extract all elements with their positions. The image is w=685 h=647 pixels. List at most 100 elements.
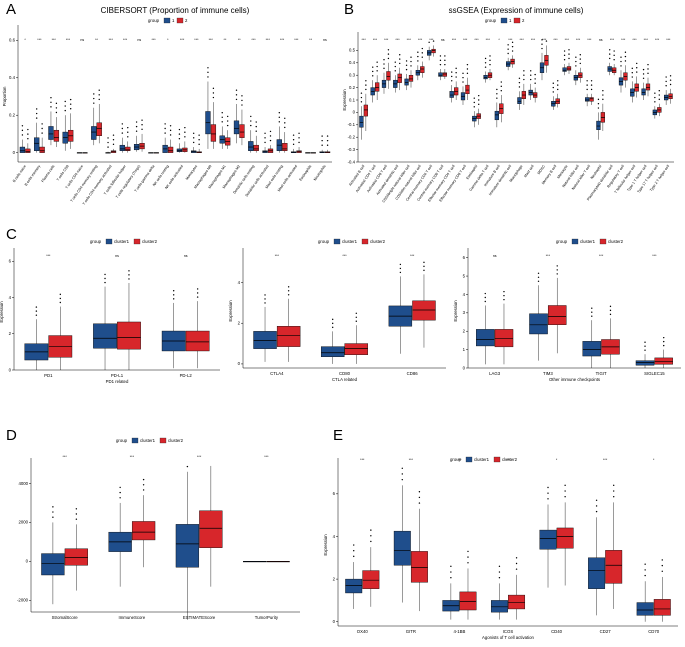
outlier-point [135, 125, 138, 128]
outlier-point [75, 513, 78, 515]
outlier-point [439, 55, 442, 57]
outlier-point [321, 139, 323, 142]
box-2 [25, 148, 31, 153]
outlier-point [198, 143, 200, 146]
category-label: CD27 [600, 629, 612, 634]
outlier-point [418, 502, 421, 504]
outlier-point [575, 60, 577, 63]
outlier-point [568, 53, 570, 55]
outlier-point [75, 518, 78, 520]
legend-swatch-2 [159, 437, 167, 444]
outlier-point [372, 70, 374, 73]
outlier-point [609, 53, 611, 55]
outlier-point [467, 550, 469, 553]
significance-label: ns [493, 254, 497, 258]
outlier-point [595, 505, 598, 507]
significance-label: *** [37, 38, 42, 42]
outlier-point [178, 133, 181, 135]
outlier-point [269, 139, 272, 142]
outlier-point [563, 50, 566, 52]
outlier-point [421, 56, 423, 58]
outlier-point [613, 484, 615, 487]
outlier-point [355, 316, 358, 318]
outlier-point [186, 465, 189, 468]
outlier-point [515, 562, 518, 565]
outlier-point [564, 484, 566, 487]
outlier-point [563, 59, 566, 61]
outlier-point [462, 72, 464, 75]
y-tick-label: 0 [463, 365, 466, 370]
y-tick-label: -2000 [17, 598, 29, 603]
legend-label-2: cluster2 [608, 239, 624, 244]
category-label: 4-1BB [453, 629, 465, 634]
outlier-point [355, 320, 358, 322]
box-2 [431, 48, 436, 54]
outlier-point [127, 136, 129, 138]
category-label: GITR [406, 629, 416, 634]
outlier-point [620, 60, 622, 63]
outlier-point [489, 59, 491, 62]
outlier-point [198, 134, 200, 136]
outlier-point [142, 484, 145, 486]
outlier-point [579, 58, 581, 60]
outlier-point [466, 68, 469, 70]
outlier-point [353, 544, 355, 546]
box-2 [239, 124, 245, 138]
outlier-point [196, 296, 199, 298]
outlier-point [557, 84, 559, 86]
outlier-point [41, 123, 43, 125]
outlier-point [21, 129, 24, 132]
outlier-point [631, 72, 633, 74]
outlier-point [518, 77, 521, 80]
outlier-point [478, 99, 480, 101]
significance-label: *** [599, 254, 604, 258]
box-cluster2 [410, 551, 428, 583]
outlier-point [298, 141, 300, 144]
outlier-point [401, 467, 403, 470]
outlier-point [484, 57, 487, 60]
outlier-point [644, 349, 646, 351]
outlier-point [451, 75, 453, 78]
outlier-point [609, 309, 612, 312]
outlier-point [631, 76, 633, 78]
outlier-point [432, 40, 435, 42]
outlier-point [418, 496, 421, 499]
outlier-point [196, 292, 199, 294]
outlier-point [292, 139, 295, 141]
outlier-point [613, 490, 615, 492]
outlier-point [331, 322, 334, 325]
outlier-point [669, 83, 672, 86]
outlier-point [644, 345, 646, 347]
category-label: TumorPurity [255, 615, 279, 620]
significance-label: * [167, 38, 169, 42]
x-axis-label: CTLA related [332, 377, 358, 382]
y-tick-label: 0.3 [349, 73, 356, 78]
box-1 [91, 126, 97, 140]
y-tick-label: 4000 [18, 481, 28, 486]
box-cluster1 [345, 578, 363, 594]
outlier-point [128, 270, 130, 272]
outlier-point [394, 65, 396, 68]
y-tick-label: 0.4 [9, 75, 16, 80]
outlier-point [654, 92, 656, 94]
box-2 [375, 82, 380, 92]
outlier-point [597, 103, 600, 105]
outlier-point [663, 344, 665, 347]
outlier-point [35, 310, 38, 312]
outlier-point [644, 574, 646, 577]
outlier-point [221, 121, 223, 123]
box-1 [562, 67, 567, 72]
outlier-point [264, 137, 266, 139]
outlier-point [326, 139, 329, 142]
outlier-point [321, 144, 323, 146]
outlier-point [394, 70, 396, 72]
outlier-point [59, 293, 62, 296]
outlier-point [284, 126, 286, 129]
legend-label-2: cluster2 [168, 438, 184, 443]
legend-swatch-1 [105, 238, 113, 245]
y-tick-label: -0.1 [348, 122, 356, 127]
box-2 [125, 146, 131, 151]
outlier-point [496, 97, 498, 99]
category-label: Monocytes [185, 164, 198, 181]
